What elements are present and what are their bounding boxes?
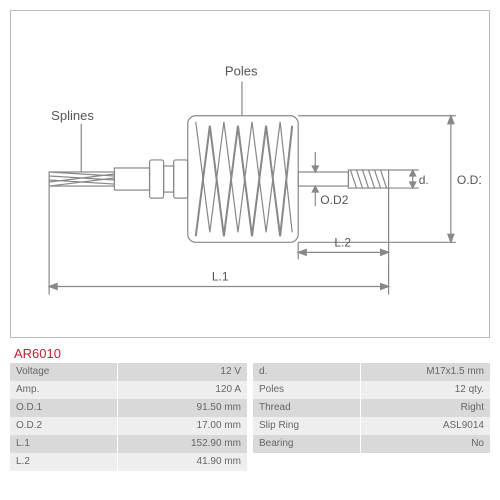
splines-label: Splines xyxy=(51,108,94,123)
spec-key: L.2 xyxy=(10,453,117,471)
spec-row: L.1152.90 mm xyxy=(10,435,247,453)
spec-key: Bearing xyxy=(253,435,360,453)
l2-label: L.2 xyxy=(334,235,351,249)
technical-diagram: Poles Splines O.D2 d. O.D1 L.2 L.1 xyxy=(10,10,490,338)
spec-value: M17x1.5 mm xyxy=(361,363,490,381)
spec-key: Poles xyxy=(253,381,360,399)
spec-key: Slip Ring xyxy=(253,417,360,435)
spec-key: d. xyxy=(253,363,360,381)
spec-column-right: d.M17x1.5 mmPoles12 qty.ThreadRightSlip … xyxy=(253,363,490,471)
spec-row: O.D.191.50 mm xyxy=(10,399,247,417)
spec-row: ThreadRight xyxy=(253,399,490,417)
spec-key: Amp. xyxy=(10,381,117,399)
spec-value: 17.00 mm xyxy=(118,417,247,435)
poles-label: Poles xyxy=(225,64,258,79)
spec-key: O.D.1 xyxy=(10,399,117,417)
spec-value: 12 V xyxy=(118,363,247,381)
spec-value: 91.50 mm xyxy=(118,399,247,417)
spec-value: No xyxy=(361,435,490,453)
part-number: AR6010 xyxy=(14,346,490,361)
spec-column-left: Voltage12 VAmp.120 AO.D.191.50 mmO.D.217… xyxy=(10,363,247,471)
spec-row: O.D.217.00 mm xyxy=(10,417,247,435)
spec-key: O.D.2 xyxy=(10,417,117,435)
spec-row: BearingNo xyxy=(253,435,490,453)
spec-value: 120 A xyxy=(118,381,247,399)
spec-value: ASL9014 xyxy=(361,417,490,435)
spec-row: Amp.120 A xyxy=(10,381,247,399)
spec-row: d.M17x1.5 mm xyxy=(253,363,490,381)
spec-row: L.241.90 mm xyxy=(10,453,247,471)
spec-row: Voltage12 V xyxy=(10,363,247,381)
spec-value: 152.90 mm xyxy=(118,435,247,453)
od1-label: O.D1 xyxy=(457,173,481,187)
spec-table: Voltage12 VAmp.120 AO.D.191.50 mmO.D.217… xyxy=(10,363,490,471)
spec-value: Right xyxy=(361,399,490,417)
spec-row: Slip RingASL9014 xyxy=(253,417,490,435)
spec-key: Thread xyxy=(253,399,360,417)
od2-label: O.D2 xyxy=(320,193,348,207)
rotor-drawing: Poles Splines O.D2 d. O.D1 L.2 L.1 xyxy=(19,19,481,329)
spec-row: Poles12 qty. xyxy=(253,381,490,399)
l1-label: L.1 xyxy=(212,269,229,283)
spec-key: L.1 xyxy=(10,435,117,453)
spec-value: 12 qty. xyxy=(361,381,490,399)
d-label: d. xyxy=(419,173,429,187)
spec-value: 41.90 mm xyxy=(118,453,247,471)
spec-key: Voltage xyxy=(10,363,117,381)
